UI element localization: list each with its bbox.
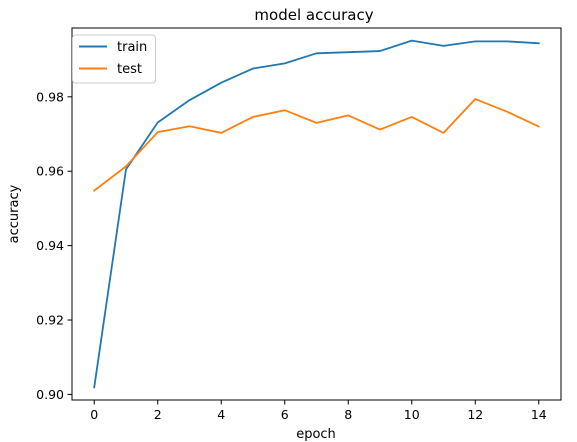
series-line-train (93, 39, 540, 389)
x-tick-label: 6 (281, 407, 289, 422)
x-axis-label: epoch (296, 427, 336, 442)
y-axis-label: accuracy (7, 184, 22, 243)
legend: train test (72, 34, 156, 84)
y-axis: 0.90 0.92 0.94 0.96 0.98 (36, 89, 72, 402)
x-tick-label: 0 (90, 407, 98, 422)
y-tick-label: 0.90 (36, 387, 64, 402)
series-line-test (92, 98, 540, 192)
y-tick-label: 0.96 (36, 164, 64, 179)
x-tick-label: 14 (531, 407, 547, 422)
y-tick-label: 0.92 (36, 313, 64, 328)
x-tick-label: 12 (467, 407, 483, 422)
y-tick-label: 0.94 (36, 238, 64, 253)
legend-label-train: train (117, 40, 147, 55)
x-tick-label: 4 (217, 407, 225, 422)
plot-area-frame (71, 27, 562, 401)
x-axis: 0 2 4 6 8 10 12 14 (90, 400, 547, 422)
x-tick-label: 2 (154, 407, 162, 422)
x-tick-label: 10 (404, 407, 420, 422)
y-tick-label: 0.98 (36, 89, 64, 104)
x-tick-label: 8 (344, 407, 352, 422)
series-lines (92, 39, 540, 389)
legend-label-test: test (117, 62, 142, 77)
chart-title: model accuracy (254, 6, 373, 24)
